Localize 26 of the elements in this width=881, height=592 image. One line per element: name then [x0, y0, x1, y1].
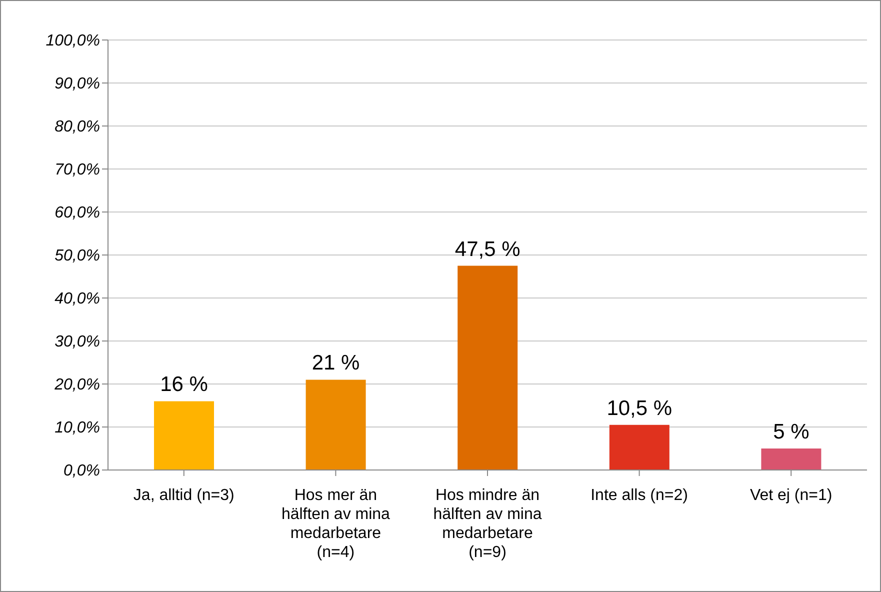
x-tick-label: Hos mindre än hälften av mina medarbetare (n=9): [433, 487, 542, 561]
y-tick-label: 70,0%: [54, 162, 100, 179]
y-tick-label: 100,0%: [46, 32, 100, 50]
data-label: 10,5 %: [606, 396, 672, 420]
data-label: 47,5 %: [454, 238, 520, 261]
y-tick-label: 50,0%: [54, 248, 100, 265]
x-tick-label: Hos mer än hälften av mina medarbetare (n=4): [281, 487, 390, 561]
x-tick-label: Ja, alltid (n=3): [133, 487, 234, 504]
y-tick-label: 90,0%: [54, 76, 100, 93]
bar: [458, 266, 518, 470]
x-tick-label: Inte alls (n=2): [590, 487, 688, 504]
y-tick-label: 0,0%: [64, 462, 100, 480]
y-tick-label: 60,0%: [54, 204, 100, 222]
y-tick-label: 10,0%: [54, 420, 100, 437]
y-tick-label: 80,0%: [54, 118, 100, 136]
data-label: 5 %: [773, 420, 810, 444]
bar: [306, 380, 366, 470]
data-label: 16 %: [160, 373, 208, 396]
bar: [609, 424, 670, 470]
data-label: 21 %: [312, 352, 360, 375]
y-tick-label: 40,0%: [54, 290, 100, 308]
y-tick-label: 30,0%: [54, 334, 100, 351]
bar: [154, 401, 214, 470]
y-tick-label: 20,0%: [54, 376, 100, 394]
x-tick-label: Vet ej (n=1): [750, 487, 832, 504]
bar: [761, 448, 822, 470]
